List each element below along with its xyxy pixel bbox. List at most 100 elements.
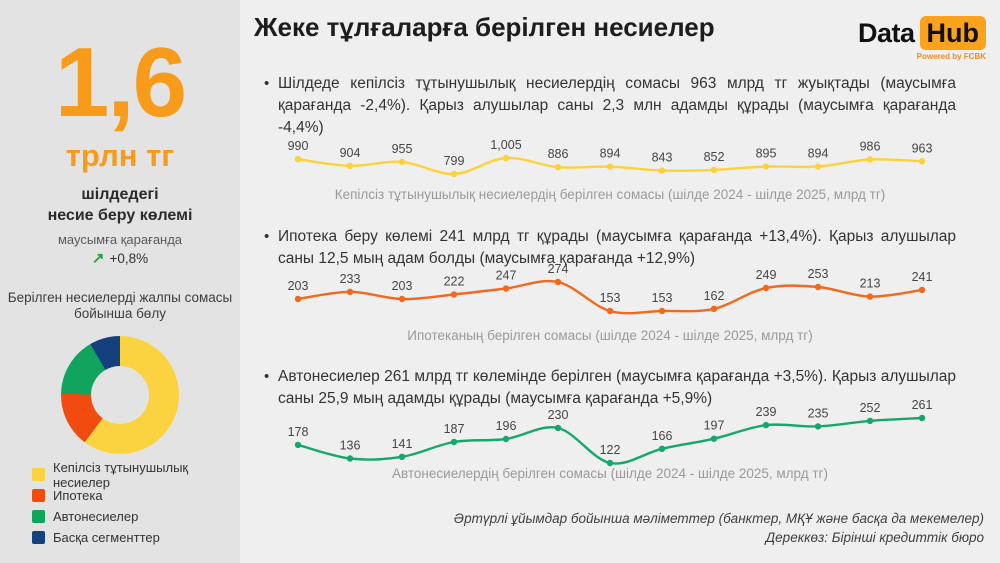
data-label: 799 bbox=[444, 154, 465, 168]
data-label: 213 bbox=[860, 277, 881, 291]
data-point bbox=[866, 417, 874, 425]
data-point bbox=[762, 163, 770, 170]
compare-row: ↗ +0,8% bbox=[0, 249, 240, 267]
data-label: 886 bbox=[548, 147, 569, 161]
data-point bbox=[814, 163, 822, 170]
data-label: 1,005 bbox=[490, 138, 521, 152]
logo-row: Data Hub bbox=[858, 16, 986, 50]
legend-item: Кепілсіз тұтынушылық несиелер bbox=[32, 460, 240, 490]
bullet-text: Автонесиелер 261 млрд тг көлемінде беріл… bbox=[278, 368, 956, 407]
data-point bbox=[710, 435, 718, 442]
data-point bbox=[346, 288, 354, 295]
data-point bbox=[398, 295, 406, 303]
line-chart-autoloan: 178 136 141 187 196 230 122 166 197 239 235 252 261 bbox=[288, 398, 933, 467]
data-label: 162 bbox=[704, 289, 725, 303]
data-label: 852 bbox=[704, 150, 725, 164]
data-label: 203 bbox=[392, 279, 413, 293]
data-label: 196 bbox=[496, 419, 517, 433]
donut-title-line2: бойынша бөлу bbox=[74, 306, 166, 321]
bullet-icon: • bbox=[264, 75, 270, 92]
data-label: 895 bbox=[756, 147, 777, 161]
data-point bbox=[450, 291, 458, 298]
data-point bbox=[450, 438, 458, 446]
bullet-icon: • bbox=[264, 228, 270, 245]
chart-caption-unsecured: Кепілсіз тұтынушылық несиелердің берілге… bbox=[334, 187, 886, 202]
compare-value: +0,8% bbox=[109, 250, 149, 266]
data-point bbox=[398, 453, 406, 460]
data-point bbox=[710, 305, 718, 312]
data-point bbox=[814, 283, 822, 291]
page-title: Жеке тұлғаларға берілген несиелер bbox=[254, 12, 715, 42]
legend-item: Басқа сегменттер bbox=[32, 527, 240, 548]
legend-label: Ипотека bbox=[53, 488, 103, 503]
data-point bbox=[918, 286, 926, 294]
data-point bbox=[346, 162, 354, 169]
data-point bbox=[554, 164, 562, 171]
logo-text-hub: Hub bbox=[919, 16, 986, 50]
headline-caption-line2: несие беру көлемі bbox=[47, 207, 193, 224]
data-label: 166 bbox=[652, 429, 673, 443]
legend: Кепілсіз тұтынушылық несиелер Ипотека Ав… bbox=[32, 460, 240, 548]
compare-label: маусымға қарағанда bbox=[57, 232, 183, 247]
data-point bbox=[918, 158, 926, 165]
bullet-unsecured: • Шілдеде кепілсіз тұтынушылық несиелерд… bbox=[264, 73, 956, 139]
legend-swatch-mortgage bbox=[32, 489, 45, 502]
chart-caption-mortgage: Ипотеканың берілген сомасы (шілде 2024 -… bbox=[407, 328, 813, 343]
data-label: 197 bbox=[704, 419, 725, 433]
chart-caption-autoloan: Автонесиелердің берілген сомасы (шілде 2… bbox=[392, 466, 828, 481]
data-label: 253 bbox=[808, 267, 829, 281]
data-label: 252 bbox=[860, 401, 881, 415]
legend-label: Кепілсіз тұтынушылық несиелер bbox=[53, 459, 189, 490]
data-label: 241 bbox=[912, 270, 933, 284]
data-label: 239 bbox=[756, 405, 777, 419]
data-label: 261 bbox=[912, 398, 933, 412]
donut-chart bbox=[61, 336, 179, 454]
data-label: 963 bbox=[912, 141, 933, 155]
data-label: 141 bbox=[392, 437, 413, 451]
data-point bbox=[606, 163, 614, 170]
source-line2: Дереккөз: Бірінші кредиттік бюро bbox=[765, 530, 984, 545]
data-label: 990 bbox=[288, 139, 309, 153]
source-note: Әртүрлі ұйымдар бойынша мәліметтер (банк… bbox=[454, 509, 984, 547]
donut-title: Берілген несиелерді жалпы сомасы бойынша… bbox=[0, 290, 240, 322]
data-point bbox=[710, 166, 718, 174]
headline-caption-line1: шілдедегі bbox=[81, 186, 159, 203]
data-label: 230 bbox=[548, 408, 569, 422]
bullet-autoloan: • Автонесиелер 261 млрд тг көлемінде бер… bbox=[264, 366, 956, 410]
trend-up-icon: ↗ bbox=[91, 250, 105, 267]
data-label: 904 bbox=[340, 146, 361, 160]
line-chart-unsecured: 990 904 955 799 1,005 886 894 843 852 895 894 986 96… bbox=[288, 138, 933, 178]
data-label: 178 bbox=[288, 425, 309, 439]
datahub-logo: Data Hub Powered by FCBK bbox=[858, 16, 986, 61]
logo-tagline: Powered by FCBK bbox=[916, 52, 986, 61]
data-point bbox=[762, 421, 770, 429]
data-label: 136 bbox=[340, 439, 361, 453]
legend-swatch-auto bbox=[32, 510, 45, 523]
donut-title-line1: Берілген несиелерді жалпы сомасы bbox=[7, 290, 233, 305]
data-label: 894 bbox=[600, 147, 621, 161]
sidebar: 1,6 трлн тг шілдедегі несие беру көлемі … bbox=[0, 0, 240, 563]
legend-swatch-other bbox=[32, 531, 45, 544]
data-point bbox=[918, 414, 926, 422]
logo-text-data: Data bbox=[857, 17, 915, 48]
data-point bbox=[294, 295, 302, 303]
data-label: 894 bbox=[808, 147, 829, 161]
main-content: Жеке тұлғаларға берілген несиелер Data H… bbox=[240, 0, 1000, 563]
headline-unit: трлн тг bbox=[65, 138, 175, 173]
bullet-mortgage: • Ипотека беру көлемі 241 млрд тг құрады… bbox=[264, 226, 956, 270]
bullet-icon: • bbox=[264, 368, 270, 385]
legend-label: Басқа сегменттер bbox=[53, 530, 160, 545]
data-label: 122 bbox=[600, 443, 621, 457]
data-label: 222 bbox=[444, 275, 465, 289]
data-label: 233 bbox=[340, 272, 361, 286]
data-point bbox=[658, 167, 666, 174]
data-label: 203 bbox=[288, 279, 309, 293]
headline-value: 1,6 bbox=[54, 27, 187, 137]
data-point bbox=[866, 156, 874, 163]
data-point bbox=[502, 154, 510, 162]
source-line1: Әртүрлі ұйымдар бойынша мәліметтер (банк… bbox=[453, 511, 984, 526]
data-label: 249 bbox=[756, 268, 777, 282]
data-label: 235 bbox=[808, 406, 829, 420]
legend-swatch-unsecured bbox=[32, 468, 45, 481]
